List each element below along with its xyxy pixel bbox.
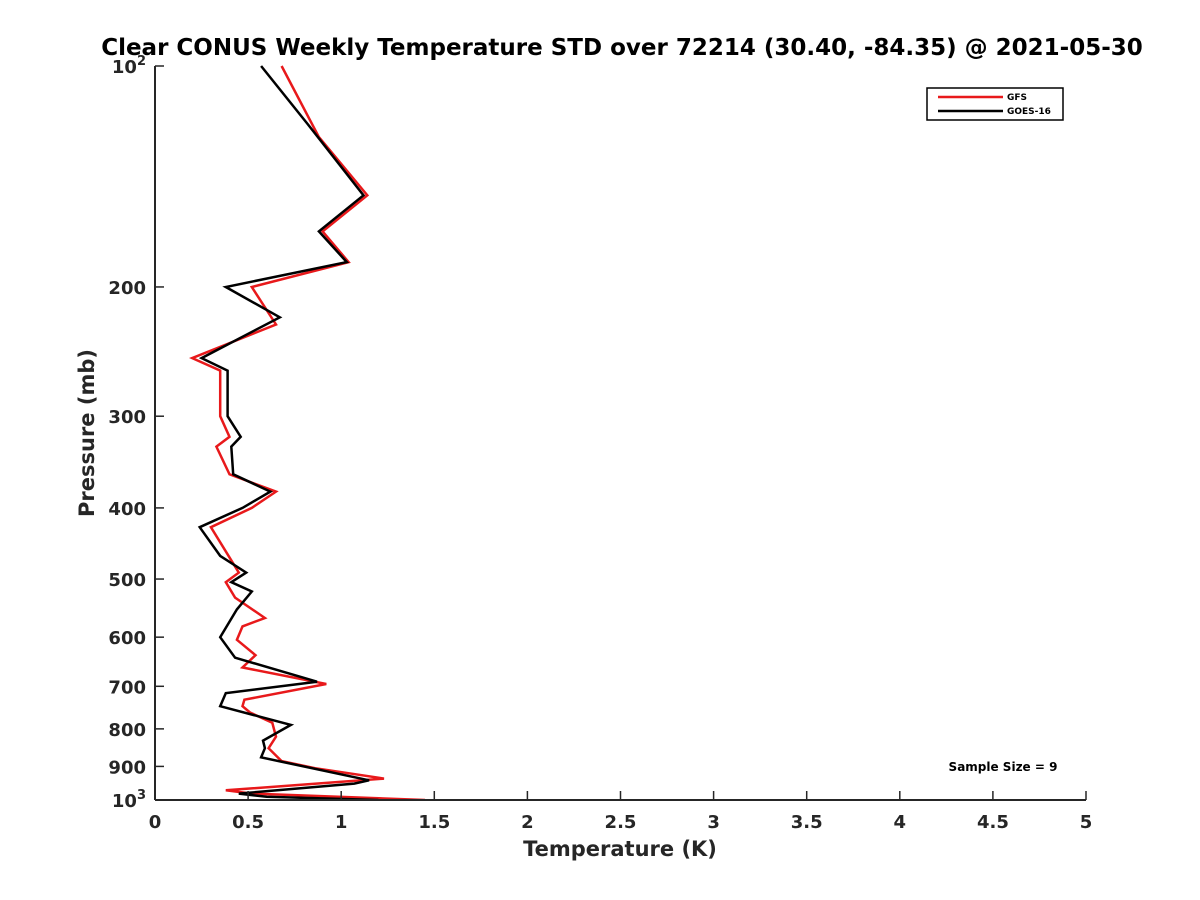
y-tick-label: 200 [108, 278, 146, 299]
x-ticks: 0 0.5 1 1.5 2 2.5 3 3.5 4 4.5 5 [149, 791, 1093, 833]
x-tick-label: 1.5 [418, 812, 450, 833]
sample-size-annotation: Sample Size = 9 [949, 760, 1058, 774]
y-tick-label: 800 [108, 720, 146, 741]
y-tick-label: 500 [108, 570, 146, 591]
y-tick-exponent: 2 [137, 54, 146, 69]
series-layer [188, 65, 426, 800]
legend-gfs-label: GFS [1007, 93, 1027, 103]
x-axis-label: Temperature (K) [523, 837, 717, 861]
y-tick-label: 900 [108, 757, 146, 778]
x-tick-label: 0 [149, 812, 162, 833]
x-tick-label: 1 [335, 812, 348, 833]
y-tick-exponent: 3 [137, 788, 146, 803]
legend-box [926, 87, 1064, 121]
chart-title: Clear CONUS Weekly Temperature STD over … [101, 35, 1143, 61]
plot-area: 0 0.5 1 1.5 2 2.5 3 3.5 4 4.5 5 102200300400500600… [108, 54, 1092, 833]
y-tick-label: 103 [112, 788, 146, 812]
x-tick-label: 3.5 [791, 812, 823, 833]
x-tick-label: 3 [707, 812, 720, 833]
y-tick-label: 600 [108, 628, 146, 649]
y-axis-label: Pressure (mb) [75, 349, 99, 517]
y-tick-base: 10 [112, 57, 137, 78]
x-tick-label: 4.5 [977, 812, 1009, 833]
x-tick-label: 4 [894, 812, 907, 833]
x-tick-label: 5 [1080, 812, 1093, 833]
legend: GFS GOES-16 [926, 87, 1064, 121]
series-line-gfs [188, 65, 426, 800]
y-tick-label: 300 [108, 407, 146, 428]
x-tick-label: 2 [521, 812, 534, 833]
y-tick-label: 400 [108, 499, 146, 520]
series-line-goes16 [197, 65, 379, 800]
y-tick-base: 10 [112, 791, 137, 812]
y-tick-label: 102 [112, 54, 146, 78]
y-tick-label: 700 [108, 677, 146, 698]
legend-goes16-label: GOES-16 [1007, 107, 1051, 117]
x-tick-label: 2.5 [605, 812, 637, 833]
x-tick-label: 0.5 [232, 812, 264, 833]
